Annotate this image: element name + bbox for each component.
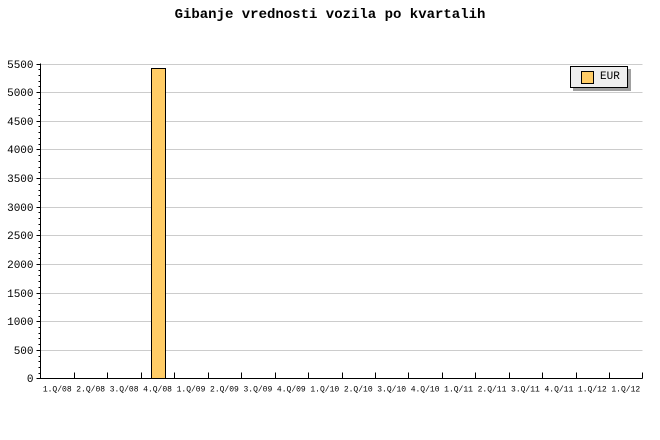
svg-text:3.Q/11: 3.Q/11 — [511, 386, 540, 395]
svg-text:4.Q/11: 4.Q/11 — [544, 386, 573, 395]
svg-text:2.Q/11: 2.Q/11 — [478, 386, 507, 395]
svg-text:500: 500 — [14, 346, 34, 358]
svg-text:5000: 5000 — [7, 88, 33, 100]
svg-text:2.Q/08: 2.Q/08 — [76, 386, 105, 395]
svg-text:4.Q/08: 4.Q/08 — [143, 386, 172, 395]
svg-text:2500: 2500 — [7, 231, 33, 243]
svg-text:1.Q/12: 1.Q/12 — [578, 386, 607, 395]
svg-text:5500: 5500 — [7, 60, 33, 72]
svg-text:4000: 4000 — [7, 145, 33, 157]
svg-text:2000: 2000 — [7, 260, 33, 272]
svg-text:4.Q/10: 4.Q/10 — [411, 386, 440, 395]
svg-text:1.Q/12: 1.Q/12 — [611, 386, 640, 395]
svg-text:0: 0 — [27, 374, 34, 386]
svg-text:3.Q/08: 3.Q/08 — [110, 386, 139, 395]
svg-text:3500: 3500 — [7, 174, 33, 186]
svg-text:1.Q/09: 1.Q/09 — [177, 386, 206, 395]
svg-text:1000: 1000 — [7, 317, 33, 329]
svg-text:1.Q/08: 1.Q/08 — [43, 386, 72, 395]
svg-text:3.Q/10: 3.Q/10 — [377, 386, 406, 395]
svg-text:2.Q/09: 2.Q/09 — [210, 386, 239, 395]
svg-text:3.Q/09: 3.Q/09 — [243, 386, 272, 395]
svg-text:1500: 1500 — [7, 289, 33, 301]
svg-text:1.Q/10: 1.Q/10 — [310, 386, 339, 395]
svg-text:2.Q/10: 2.Q/10 — [344, 386, 373, 395]
svg-text:3000: 3000 — [7, 203, 33, 215]
svg-text:1.Q/11: 1.Q/11 — [444, 386, 473, 395]
svg-text:4500: 4500 — [7, 117, 33, 129]
svg-text:4.Q/09: 4.Q/09 — [277, 386, 306, 395]
